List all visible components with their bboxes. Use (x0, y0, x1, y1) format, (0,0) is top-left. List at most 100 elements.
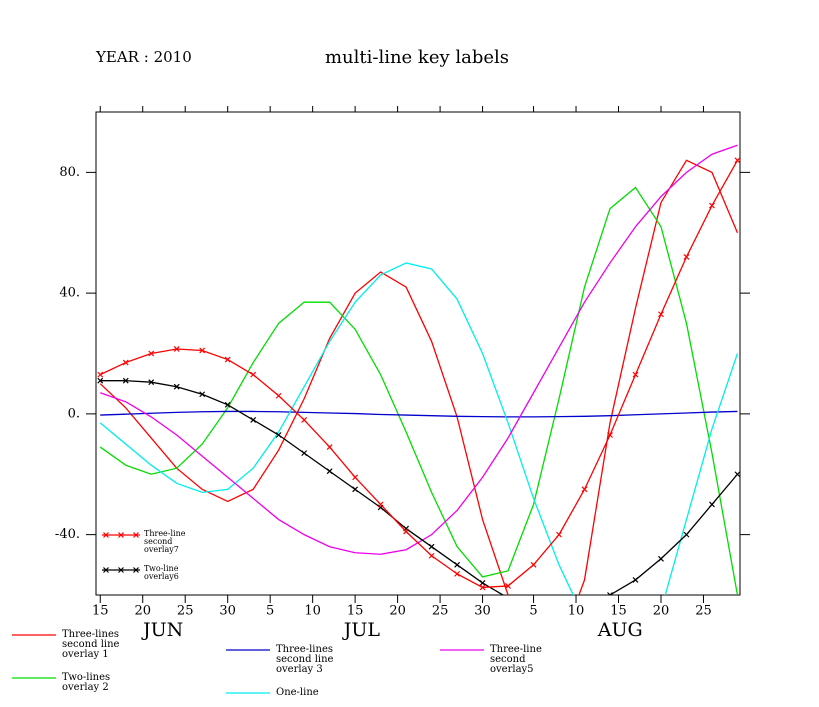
series-line (100, 144, 738, 555)
legend-label: Two-lines overlay 2 (62, 672, 111, 693)
legend-label: Three-line second overlay7 (144, 529, 186, 554)
legend-swatch (440, 649, 484, 651)
legend-label: Three-lines second line overlay 3 (276, 644, 334, 675)
marker (683, 253, 690, 260)
month-label: JUL (342, 619, 381, 641)
legend-swatch (226, 692, 270, 694)
marker (557, 611, 562, 616)
legend-swatch (12, 677, 56, 679)
x-tick-label: 30 (474, 604, 491, 619)
legend-marker (133, 532, 139, 538)
x-tick-label: 25 (177, 604, 194, 619)
series-line (99, 262, 739, 595)
marker (454, 561, 461, 568)
marker (275, 432, 282, 438)
marker (250, 371, 257, 378)
legend-swatch (12, 634, 56, 636)
marker (97, 377, 104, 384)
marker (734, 157, 740, 164)
series-line (99, 186, 739, 595)
marker (301, 416, 308, 423)
marker (173, 346, 180, 352)
y-tick-label: 0. (68, 406, 80, 421)
x-tick-label: 5 (529, 604, 537, 619)
marker (224, 401, 231, 408)
plot-frame (95, 111, 741, 596)
marker (556, 531, 562, 538)
legend-swatch (226, 649, 270, 651)
marker (658, 311, 664, 318)
marker (454, 570, 461, 577)
legend-item: Three-lines second line overlay 1 (12, 630, 119, 660)
marker (505, 583, 511, 589)
marker (199, 347, 206, 354)
legend-label: Two-line overlay6 (144, 564, 179, 581)
series-line (100, 410, 738, 418)
marker (607, 592, 613, 595)
x-tick-label: 5 (266, 604, 274, 619)
x-tick-label: 20 (134, 604, 151, 619)
x-tick-label: 10 (304, 604, 321, 619)
marker (148, 379, 155, 386)
legend-item: Three-line second overlay7 (102, 530, 186, 554)
x-tick-label: 15 (347, 604, 364, 619)
marker (224, 356, 231, 363)
marker (352, 486, 359, 493)
marker (709, 501, 715, 508)
legend-swatch (102, 532, 140, 538)
marker (607, 432, 613, 438)
marker (658, 555, 664, 562)
legend-item: Two-line overlay6 (102, 565, 179, 581)
marker (122, 359, 129, 366)
subtitle: YEAR : 2010 (95, 48, 192, 66)
marker (530, 561, 537, 568)
month-label: AUG (597, 619, 643, 641)
marker (581, 486, 588, 493)
legend-marker (133, 567, 139, 573)
marker (428, 543, 435, 550)
legend-item: One-line (226, 688, 319, 698)
marker (709, 202, 715, 209)
month-label: JUN (141, 619, 183, 641)
marker (506, 596, 511, 601)
x-tick-label: 10 (568, 604, 585, 619)
legend-marker (118, 532, 124, 538)
legend-item: Three-lines second line overlay 3 (226, 645, 333, 675)
marker (352, 474, 359, 481)
series-line (100, 380, 738, 595)
y-tick-label: 40. (59, 286, 80, 301)
chart-title: multi-line key labels (325, 47, 509, 68)
x-tick-label: 20 (389, 604, 406, 619)
marker (428, 552, 435, 559)
legend-marker (103, 532, 109, 538)
series-line (99, 159, 739, 589)
marker (97, 371, 104, 378)
legend-marker (118, 567, 124, 573)
marker (250, 416, 257, 423)
marker (632, 371, 639, 378)
marker (148, 350, 155, 357)
x-tick-label: 25 (432, 604, 449, 619)
legend-label: Three-line second overlay5 (490, 644, 542, 675)
x-tick-label: 15 (92, 604, 109, 619)
legend-item: Three-line second overlay5 (440, 645, 542, 675)
marker (326, 468, 333, 475)
marker (734, 471, 740, 478)
marker (632, 576, 639, 583)
marker (377, 501, 384, 508)
marker (326, 444, 333, 451)
marker (403, 528, 410, 535)
marker (479, 580, 486, 586)
marker (122, 377, 129, 384)
legend-label: Three-lines second line overlay 1 (62, 629, 120, 660)
marker (275, 392, 282, 399)
x-tick-label: 25 (695, 604, 712, 619)
legend-label: One-line (276, 687, 319, 698)
legend-item: Two-lines overlay 2 (12, 673, 110, 693)
marker (683, 531, 690, 538)
y-tick-label: -40. (55, 527, 80, 542)
x-tick-label: 30 (219, 604, 236, 619)
series-line (99, 159, 739, 595)
